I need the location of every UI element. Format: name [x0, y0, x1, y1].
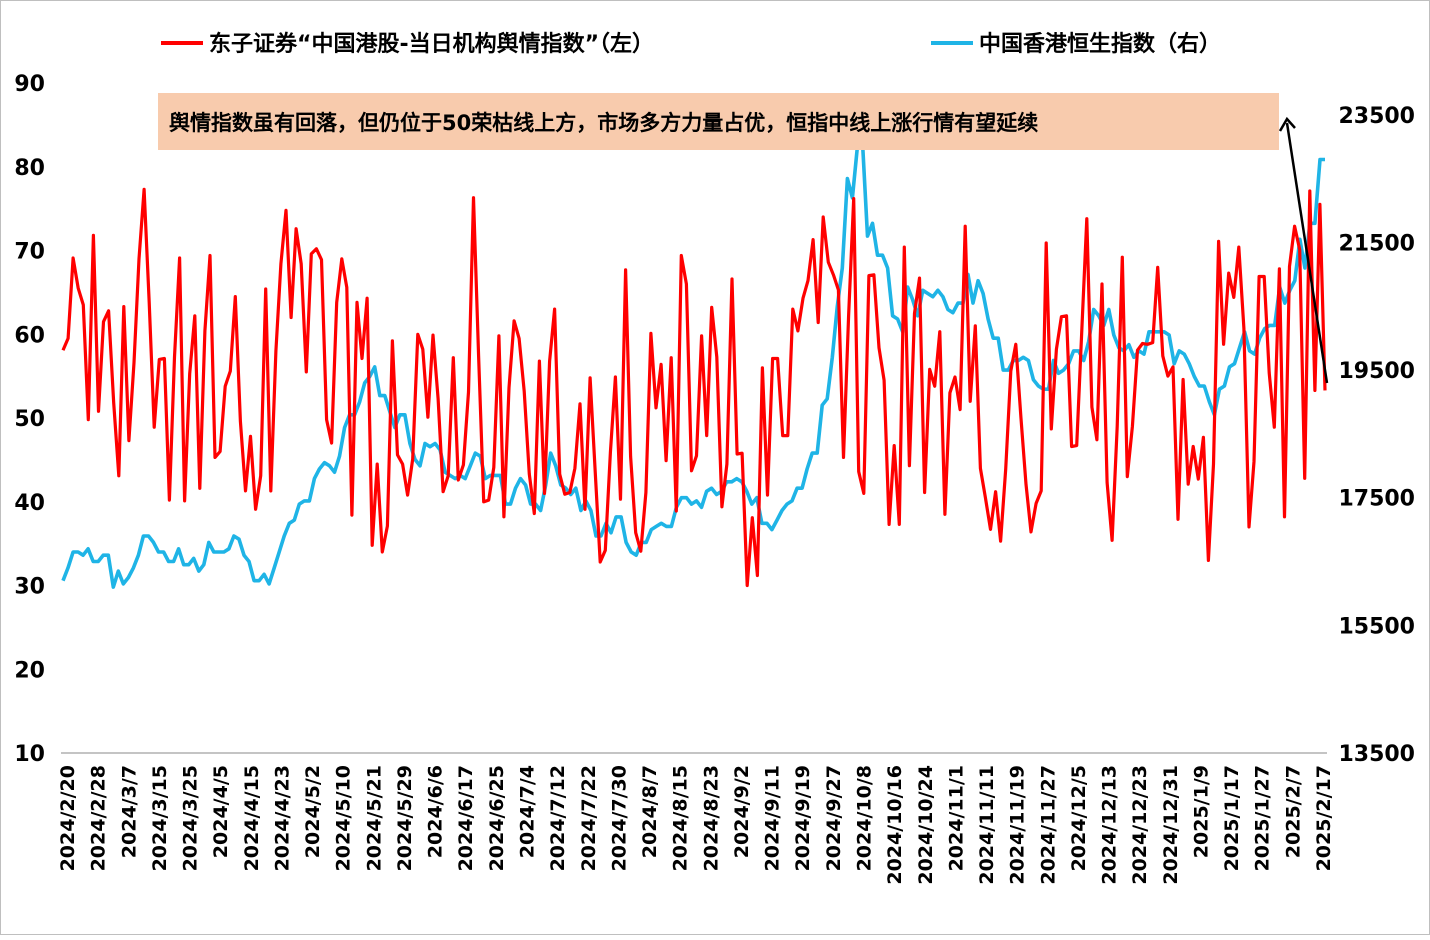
left-axis-tick-label: 80 — [14, 156, 45, 181]
x-axis-tick-label: 2024/12/23 — [1129, 765, 1151, 885]
x-axis-tick-label: 2024/9/27 — [823, 765, 845, 871]
x-axis-tick-label: 2024/7/22 — [578, 765, 600, 871]
x-axis-tick-label: 2024/10/8 — [853, 765, 875, 871]
x-axis-tick-label: 2024/3/15 — [149, 765, 171, 871]
x-axis-tick-label: 2024/11/19 — [1007, 765, 1029, 885]
right-axis-tick-label: 13500 — [1338, 742, 1415, 767]
legend-label-left-series: 东子证券“中国港股-当日机构舆情指数”（左） — [209, 31, 654, 57]
x-axis-tick-label: 2024/7/30 — [608, 765, 630, 871]
x-axis-ticks: 2024/2/20 2024/2/28 2024/3/7 2024/3/15 2024/… — [57, 765, 1335, 885]
x-axis-tick-label: 2024/12/13 — [1099, 765, 1121, 885]
x-axis-tick-label: 2024/5/10 — [333, 765, 355, 871]
left-axis-tick-label: 60 — [14, 323, 45, 348]
x-axis-tick-label: 2024/7/4 — [517, 765, 539, 858]
x-axis-tick-label: 2024/4/5 — [210, 765, 232, 858]
x-axis-tick-label: 2025/1/17 — [1221, 765, 1243, 871]
right-axis-tick-label: 23500 — [1338, 104, 1415, 129]
x-axis-tick-label: 2024/11/1 — [945, 765, 967, 871]
left-axis-tick-label: 30 — [14, 575, 45, 600]
x-axis-tick-label: 2024/12/5 — [1068, 765, 1090, 871]
x-axis-tick-label: 2024/5/29 — [394, 765, 416, 871]
left-axis-tick-label: 70 — [14, 240, 45, 265]
annotation-box — [158, 93, 1279, 150]
hang-seng-index-line — [61, 138, 1325, 589]
x-axis-tick-label: 2024/6/17 — [455, 765, 477, 871]
x-axis-tick-label: 2025/2/7 — [1282, 765, 1304, 858]
x-axis-tick-label: 2024/6/25 — [486, 765, 508, 871]
x-axis-tick-label: 2024/2/20 — [57, 765, 79, 871]
x-axis-tick-label: 2024/10/24 — [915, 765, 937, 885]
left-axis-tick-label: 50 — [14, 407, 45, 432]
left-axis-tick-label: 20 — [14, 658, 45, 683]
series-layer — [61, 138, 1327, 589]
x-axis-tick-label: 2024/11/11 — [976, 765, 998, 885]
x-axis-tick-label: 2024/3/7 — [118, 765, 140, 858]
x-axis-tick-label: 2024/2/28 — [88, 765, 110, 871]
x-axis-tick-label: 2025/1/27 — [1252, 765, 1274, 871]
x-axis-tick-label: 2025/2/17 — [1313, 765, 1335, 871]
annotation-text: 舆情指数虽有回落，但仍位于50荣枯线上方，市场多方力量占优，恒指中线上涨行情有望… — [169, 111, 1038, 135]
annotation-arrowhead — [1278, 116, 1296, 132]
x-axis-tick-label: 2024/11/27 — [1037, 765, 1059, 885]
annotation-arrow — [1285, 122, 1329, 384]
x-axis-tick-label: 2024/8/15 — [670, 765, 692, 871]
x-axis-tick-label: 2024/6/6 — [425, 765, 447, 858]
left-axis-tick-label: 90 — [14, 72, 45, 97]
right-axis-tick-label: 15500 — [1338, 614, 1415, 639]
legend-label-right-series: 中国香港恒生指数（右） — [979, 31, 1221, 57]
x-axis-tick-label: 2024/5/21 — [363, 765, 385, 871]
right-axis-tick-label: 21500 — [1338, 231, 1415, 256]
x-axis-tick-label: 2024/9/19 — [792, 765, 814, 871]
right-axis-tick-label: 19500 — [1338, 359, 1415, 384]
x-axis-tick-label: 2024/3/25 — [180, 765, 202, 871]
x-axis-tick-label: 2024/10/16 — [884, 765, 906, 885]
left-axis-tick-label: 40 — [14, 491, 45, 516]
legend: 东子证券“中国港股-当日机构舆情指数”（左） 中国香港恒生指数（右） — [161, 31, 1221, 57]
x-axis-tick-label: 2024/8/23 — [700, 765, 722, 871]
x-axis-tick-label: 2024/5/2 — [302, 765, 324, 858]
right-axis-tick-label: 17500 — [1338, 487, 1415, 512]
x-axis-tick-label: 2024/9/11 — [762, 765, 784, 871]
x-axis-tick-label: 2024/4/23 — [271, 765, 293, 871]
sentiment-index-line — [61, 187, 1327, 588]
left-axis-tick-label: 10 — [14, 742, 45, 767]
left-axis-ticks: 90 80 70 60 50 40 30 20 10 — [14, 72, 45, 767]
x-axis-tick-label: 2024/7/12 — [547, 765, 569, 871]
x-axis-tick-label: 2025/1/9 — [1190, 765, 1212, 858]
annotation: 舆情指数虽有回落，但仍位于50荣枯线上方，市场多方力量占优，恒指中线上涨行情有望… — [158, 93, 1329, 384]
right-axis-ticks: 23500 21500 19500 17500 15500 13500 — [1338, 104, 1415, 767]
x-axis-tick-label: 2024/12/31 — [1160, 765, 1182, 885]
x-axis-tick-label: 2024/4/15 — [241, 765, 263, 871]
x-axis-tick-label: 2024/8/7 — [639, 765, 661, 858]
x-axis-tick-label: 2024/9/2 — [731, 765, 753, 858]
